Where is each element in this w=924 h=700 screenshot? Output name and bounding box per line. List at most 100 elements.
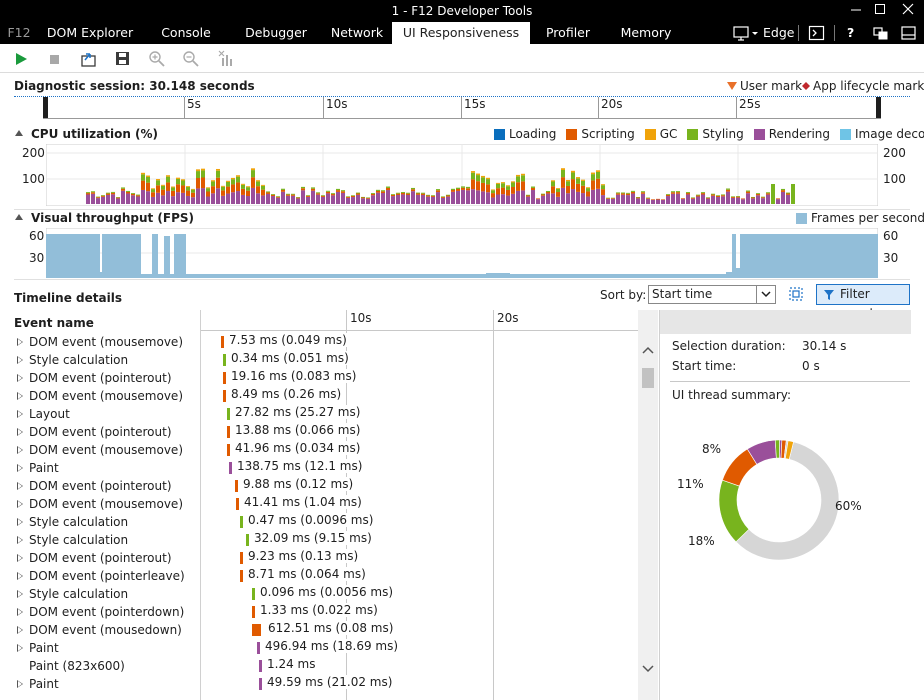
- zoom-out-icon[interactable]: [182, 50, 200, 68]
- expand-arrow-icon[interactable]: [17, 518, 23, 526]
- expand-arrow-icon[interactable]: [17, 680, 23, 688]
- event-row[interactable]: Paint: [0, 675, 200, 693]
- fps-chart[interactable]: [46, 228, 878, 278]
- import-icon[interactable]: [80, 50, 98, 68]
- expand-arrow-icon[interactable]: [17, 446, 23, 454]
- scrollbar-thumb[interactable]: [642, 368, 654, 388]
- event-duration-bar[interactable]: [236, 498, 239, 510]
- event-duration-bar[interactable]: [252, 606, 255, 618]
- expand-arrow-icon[interactable]: [17, 644, 23, 652]
- event-duration-bar[interactable]: [257, 642, 260, 654]
- chevron-down-icon[interactable]: [756, 285, 775, 304]
- scroll-up-icon[interactable]: [638, 344, 658, 358]
- event-duration-bar[interactable]: [235, 480, 238, 492]
- filter-events-button[interactable]: Filter events: [816, 284, 910, 320]
- donut-slice[interactable]: [735, 441, 840, 561]
- help-button[interactable]: ?: [847, 25, 855, 40]
- event-row[interactable]: DOM event (mousemove): [0, 387, 200, 405]
- event-row[interactable]: DOM event (mousemove): [0, 333, 200, 351]
- minimize-button[interactable]: [844, 2, 868, 20]
- ruler-left-handle[interactable]: [43, 97, 48, 119]
- event-duration-bar[interactable]: [227, 444, 230, 456]
- expand-arrow-icon[interactable]: [17, 464, 23, 472]
- zoom-in-icon[interactable]: [148, 50, 166, 68]
- event-row[interactable]: Layout: [0, 405, 200, 423]
- column-divider[interactable]: [200, 310, 201, 700]
- ui-thread-donut-chart[interactable]: 60% 18% 11% 8%: [660, 415, 911, 585]
- play-icon[interactable]: [12, 50, 30, 68]
- event-row[interactable]: Style calculation: [0, 531, 200, 549]
- expand-arrow-icon[interactable]: [17, 536, 23, 544]
- tab-memory[interactable]: Memory: [620, 25, 672, 40]
- expand-arrow-icon[interactable]: [17, 428, 23, 436]
- event-duration-bar[interactable]: [223, 390, 226, 402]
- expand-arrow-icon[interactable]: [17, 608, 23, 616]
- expand-arrow-icon[interactable]: [17, 572, 23, 580]
- tab-console[interactable]: Console: [161, 25, 211, 40]
- event-duration-bar[interactable]: [259, 660, 262, 672]
- event-duration-bar[interactable]: [259, 678, 262, 690]
- emulation-button[interactable]: [733, 24, 763, 46]
- event-row[interactable]: DOM event (pointerout): [0, 369, 200, 387]
- stop-icon[interactable]: [46, 50, 64, 68]
- undock-button[interactable]: [872, 24, 890, 46]
- event-duration-bar[interactable]: [240, 552, 243, 564]
- event-row[interactable]: DOM event (pointerout): [0, 477, 200, 495]
- expand-arrow-icon[interactable]: [17, 500, 23, 508]
- dock-button[interactable]: [900, 24, 918, 46]
- event-row[interactable]: DOM event (mousedown): [0, 621, 200, 639]
- collapse-fps-icon[interactable]: [15, 214, 23, 220]
- donut-slice[interactable]: [718, 479, 750, 543]
- event-row[interactable]: Style calculation: [0, 585, 200, 603]
- expand-arrow-icon[interactable]: [17, 482, 23, 490]
- event-row[interactable]: DOM event (pointerleave): [0, 567, 200, 585]
- scroll-down-icon[interactable]: [638, 662, 658, 676]
- event-row[interactable]: Paint (823x600): [0, 657, 200, 675]
- ruler-right-handle[interactable]: [876, 97, 881, 119]
- save-icon[interactable]: [114, 50, 132, 68]
- event-duration-bar[interactable]: [227, 426, 230, 438]
- event-row[interactable]: Style calculation: [0, 513, 200, 531]
- expand-arrow-icon[interactable]: [17, 590, 23, 598]
- close-button[interactable]: [896, 2, 920, 20]
- donut-slice[interactable]: [785, 440, 794, 460]
- event-duration-bar[interactable]: [223, 354, 226, 366]
- expand-arrow-icon[interactable]: [17, 392, 23, 400]
- emulation-target[interactable]: Edge: [763, 25, 795, 40]
- expand-arrow-icon[interactable]: [17, 410, 23, 418]
- event-duration-bar[interactable]: [229, 462, 232, 474]
- event-duration-bar[interactable]: [221, 336, 224, 348]
- console-toggle-button[interactable]: [808, 24, 826, 46]
- cpu-utilization-chart[interactable]: [46, 144, 878, 206]
- event-row[interactable]: DOM event (pointerout): [0, 549, 200, 567]
- details-scrollbar[interactable]: [638, 310, 658, 700]
- maximize-button[interactable]: [868, 2, 892, 20]
- collapse-cpu-icon[interactable]: [15, 130, 23, 136]
- event-row[interactable]: Style calculation: [0, 351, 200, 369]
- expand-arrow-icon[interactable]: [17, 626, 23, 634]
- session-ruler[interactable]: 5s 10s 15s 20s 25s: [43, 97, 881, 119]
- event-duration-bar[interactable]: [240, 570, 243, 582]
- tab-profiler[interactable]: Profiler: [545, 25, 590, 40]
- event-duration-bar[interactable]: [240, 516, 243, 528]
- event-duration-bar[interactable]: [252, 624, 261, 636]
- event-row[interactable]: DOM event (pointerout): [0, 423, 200, 441]
- tab-dom-explorer[interactable]: DOM Explorer: [46, 25, 134, 40]
- donut-slice[interactable]: [774, 439, 780, 459]
- tab-ui-responsiveness[interactable]: UI Responsiveness: [392, 22, 530, 44]
- expand-arrow-icon[interactable]: [17, 374, 23, 382]
- clear-selection-icon[interactable]: [218, 50, 236, 68]
- event-duration-bar[interactable]: [223, 372, 226, 384]
- event-row[interactable]: DOM event (mousemove): [0, 495, 200, 513]
- event-row[interactable]: DOM event (mousemove): [0, 441, 200, 459]
- event-row[interactable]: DOM event (pointerdown): [0, 603, 200, 621]
- expand-arrow-icon[interactable]: [17, 554, 23, 562]
- zoom-to-selection-button[interactable]: [787, 285, 805, 306]
- event-duration-bar[interactable]: [246, 534, 249, 546]
- event-duration-bar[interactable]: [227, 408, 230, 420]
- event-row[interactable]: Paint: [0, 639, 200, 657]
- sort-select[interactable]: Start time: [648, 285, 776, 304]
- expand-arrow-icon[interactable]: [17, 338, 23, 346]
- tab-debugger[interactable]: Debugger: [245, 25, 307, 40]
- event-row[interactable]: Paint: [0, 459, 200, 477]
